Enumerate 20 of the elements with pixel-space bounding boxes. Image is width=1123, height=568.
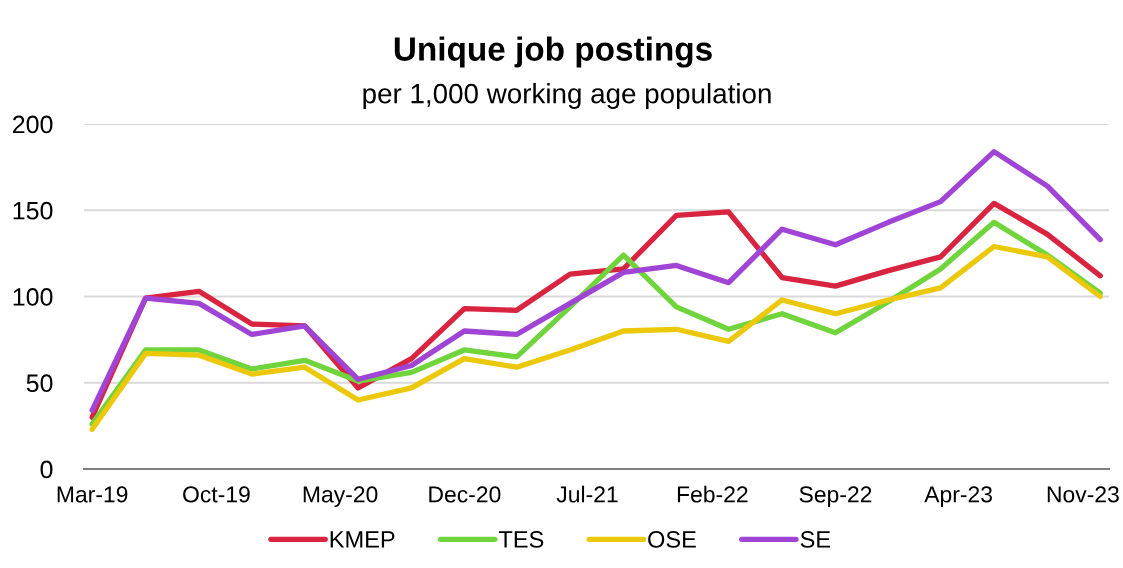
y-tick-label: 100	[13, 288, 53, 306]
x-tick-label: Apr-23	[924, 486, 992, 508]
x-tick-label: Nov-23	[1047, 486, 1119, 503]
legend-label: OSE	[648, 531, 696, 548]
legend-label: SE	[800, 531, 831, 548]
x-tick-label: Feb-22	[677, 485, 748, 503]
legend-label: TES	[498, 531, 544, 548]
y-tick-label: 50	[26, 374, 53, 393]
y-tick-label: 200	[13, 115, 53, 134]
legend-label: KMEP	[330, 531, 395, 548]
x-tick-label: Sep-22	[799, 486, 872, 508]
chart-title: Unique job postings	[394, 36, 712, 68]
x-tick-label: Mar-19	[57, 486, 128, 503]
chart-subtitle: per 1,000 working age population	[363, 83, 771, 109]
x-tick-label: Jul-21	[556, 485, 618, 503]
x-tick-label: May-20	[303, 486, 378, 508]
y-tick-label: 0	[40, 460, 53, 479]
y-tick-label: 150	[13, 201, 53, 220]
x-tick-label: Dec-20	[429, 486, 501, 503]
x-tick-label: Oct-19	[183, 486, 250, 503]
